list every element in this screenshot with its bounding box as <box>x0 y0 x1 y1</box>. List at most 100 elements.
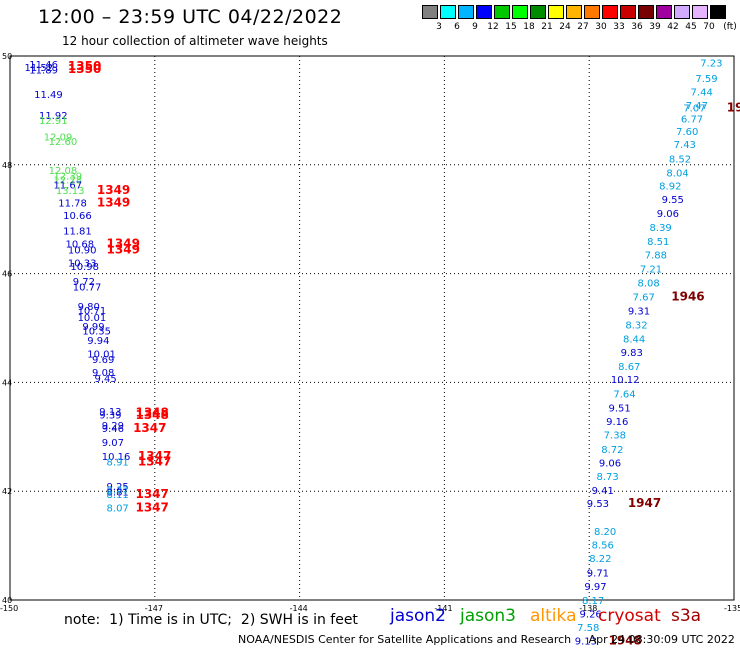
legend-label: 21 <box>541 22 553 32</box>
wave-height-label: 10.66 <box>63 211 92 222</box>
wave-height-label: 7.38 <box>604 431 626 442</box>
legend-label: 6 <box>454 22 460 32</box>
pass-time-label: 1349 <box>97 183 130 197</box>
wave-height-label: 10.33 <box>68 259 97 270</box>
wave-height-label: 12.60 <box>49 137 78 148</box>
wave-height-label: 11.81 <box>63 227 92 238</box>
wave-height-label: 9.53 <box>587 499 609 510</box>
wave-height-label: 12.28 <box>53 175 82 186</box>
satellite-jason2: jason2 <box>390 606 446 626</box>
wave-height-label: 9.06 <box>657 209 679 220</box>
wave-height-label: 10.71 <box>78 306 107 317</box>
legend-label: 39 <box>649 22 661 32</box>
wave-height-label: 8.91 <box>107 457 129 468</box>
wave-height-label: 7.21 <box>640 265 662 276</box>
lat-tick-label: 46 <box>2 270 12 279</box>
pass-time-label: 1347 <box>135 487 168 501</box>
legend-swatch <box>638 5 654 19</box>
wave-height-label: 9.94 <box>87 336 109 347</box>
wave-height-label: 9.71 <box>587 568 609 579</box>
legend-swatch <box>602 5 618 19</box>
satellite-altika: altika <box>530 606 577 626</box>
wave-height-label: 8.56 <box>592 541 614 552</box>
legend-swatch <box>710 5 726 19</box>
wave-height-label: 7.47 <box>686 101 708 112</box>
lat-tick-label: 40 <box>2 596 12 605</box>
legend-label: 36 <box>631 22 643 32</box>
pass-time-label: 1347 <box>135 501 168 515</box>
wave-height-label: 11.52 <box>24 63 53 74</box>
legend-swatch <box>548 5 564 19</box>
wave-height-label: 9.69 <box>92 355 114 366</box>
wave-height-label: 7.60 <box>676 127 698 138</box>
wave-height-label: 8.81 <box>107 488 129 499</box>
wave-height-label: 9.83 <box>621 348 643 359</box>
wave-height-label: 9.99 <box>82 322 104 333</box>
lon-tick-label: -147 <box>145 604 163 613</box>
wave-height-label: 9.13 <box>99 407 121 418</box>
legend-swatch <box>584 5 600 19</box>
wave-height-label: 9.29 <box>102 421 124 432</box>
lon-tick-label: -135 <box>724 604 740 613</box>
wave-height-label: 11.89 <box>29 66 58 77</box>
legend-swatch <box>656 5 672 19</box>
legend-swatch <box>530 5 546 19</box>
wave-height-label: 7.59 <box>695 74 717 85</box>
wave-height-label: 7.64 <box>613 389 635 400</box>
wave-height-label: 7.88 <box>645 251 667 262</box>
legend-unit: (ft) <box>723 22 737 32</box>
pass-time-label: 1349 <box>107 243 140 257</box>
lat-tick-label: 42 <box>2 487 12 496</box>
map-title: 12:00 – 23:59 UTC 04/22/2022 <box>38 6 343 28</box>
lon-tick-label: -150 <box>0 604 18 613</box>
wave-height-label: 9.25 <box>107 482 129 493</box>
wave-height-label: 9.41 <box>592 486 614 497</box>
wave-height-label: 8.04 <box>666 168 688 179</box>
legend-label: 15 <box>505 22 517 32</box>
pass-time-label: 1347 <box>133 421 166 435</box>
wave-height-label: 10.01 <box>87 350 116 361</box>
legend-swatch <box>566 5 582 19</box>
wave-height-label: 13.13 <box>56 186 85 197</box>
wave-height-label: 8.11 <box>107 490 129 501</box>
wave-height-label: 10.16 <box>102 452 131 463</box>
wave-height-label: 6.77 <box>681 115 703 126</box>
wave-height-label: 7.44 <box>691 87 713 98</box>
pass-time-label: 1348 <box>135 408 168 422</box>
wave-height-label: 10.68 <box>66 240 95 251</box>
wave-height-label: 8.22 <box>589 554 611 565</box>
wave-height-label: 12.39 <box>53 172 82 183</box>
footer-source: NOAA/NESDIS Center for Satellite Applica… <box>238 633 735 646</box>
pass-time-label: 1946 <box>671 289 704 303</box>
wave-height-label: 10.77 <box>73 283 102 294</box>
wave-height-label: 11.49 <box>34 90 63 101</box>
legend-swatch <box>674 5 690 19</box>
legend-label: 42 <box>667 22 679 32</box>
pass-time-label: 1349 <box>107 237 140 251</box>
satellite-s3a: s3a <box>671 606 702 626</box>
wave-height-label: 12.91 <box>39 116 68 127</box>
legend-label: 3 <box>436 22 442 32</box>
legend-swatch <box>692 5 708 19</box>
lon-tick-label: -141 <box>434 604 452 613</box>
wave-height-label: 8.51 <box>647 237 669 248</box>
legend-label: 30 <box>595 22 607 32</box>
wave-height-label: 9.45 <box>94 374 116 385</box>
legend-label: 12 <box>487 22 499 32</box>
legend-label: 24 <box>559 22 571 32</box>
wave-height-label: 11.78 <box>58 198 87 209</box>
pass-time-label: 1945 <box>727 101 740 115</box>
pass-time-label: 1348 <box>135 405 168 419</box>
wave-height-label: 8.20 <box>594 527 616 538</box>
wave-height-label: 9.26 <box>580 610 602 621</box>
wave-height-label: 9.80 <box>78 302 100 313</box>
wave-height-label: 8.37 <box>107 486 129 497</box>
wave-height-label: 9.97 <box>584 582 606 593</box>
legend-label: 45 <box>685 22 697 32</box>
wave-height-label: 8.92 <box>659 181 681 192</box>
wave-height-label: 7.07 <box>683 104 705 115</box>
wave-height-label: 9.08 <box>92 368 114 379</box>
pass-time-label: 1948 <box>609 633 642 647</box>
map-subtitle: 12 hour collection of altimeter wave hei… <box>62 34 328 48</box>
wave-height-label: 9.16 <box>606 417 628 428</box>
